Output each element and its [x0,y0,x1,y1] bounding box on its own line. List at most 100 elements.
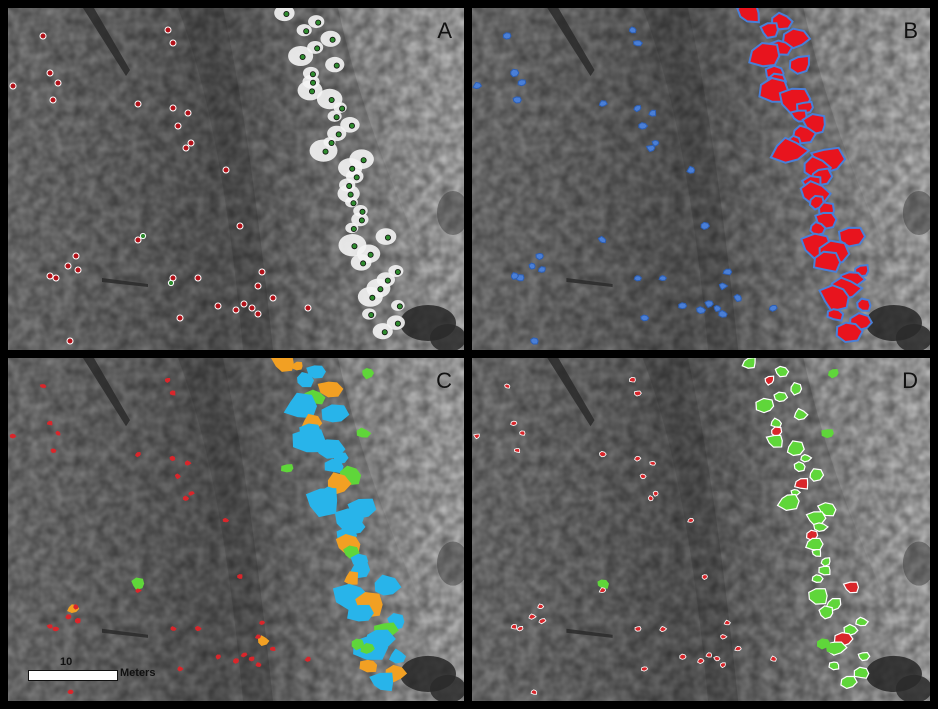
segmented-polygon-small [530,337,539,345]
point-marker-green [328,97,335,104]
segmented-polygon-small [538,266,546,273]
classified-polygon-red [304,656,311,662]
segmented-polygon-small [597,235,607,244]
terrain-scar [566,278,613,287]
classified-polygon-red [188,491,195,496]
evaluated-polygon-red [687,517,695,523]
classified-polygon-red [74,617,81,624]
terrain-rock [902,191,930,235]
panel-c-letter: C [436,368,452,393]
classified-polygon-red [46,624,53,629]
evaluated-polygon-red [516,626,524,632]
classified-polygon-red [269,646,276,652]
evaluated-polygon [809,468,825,482]
evaluated-polygon-red [723,619,731,626]
evaluated-polygon [818,565,831,576]
point-marker-green [339,105,346,112]
segmented-polygon-small [633,40,644,47]
evaluated-polygon-red [519,430,526,436]
point-marker-red [304,304,312,312]
classified-polygon-green [351,638,364,651]
segmented-polygon [781,27,812,50]
segmented-polygon-small [718,309,728,318]
evaluated-polygon [843,623,859,636]
classified-polygon-red [67,689,74,694]
evaluated-polygon-red [473,433,480,440]
segmented-polygon [759,22,779,39]
point-marker-red [182,144,190,152]
point-marker-red [169,39,177,47]
segmented-polygon-small [696,306,707,315]
point-marker-green [303,28,310,35]
classified-polygon [374,574,402,596]
classified-polygon-red [194,625,202,632]
point-marker-red [232,306,240,314]
classified-polygon-red [174,473,181,480]
segmented-polygon-small [472,81,483,90]
evaluated-polygon-red [634,455,642,462]
terrain-scar [102,628,148,638]
evaluated-polygon-red [697,657,705,665]
evaluated-polygon [808,588,828,605]
evaluated-polygon-red [633,390,642,397]
segmented-polygon-small [651,139,660,147]
evaluated-polygon [790,381,803,396]
classified-polygon-red [46,420,53,426]
point-marker-green [396,303,403,310]
evaluated-polygon-red [510,420,518,427]
segmented-polygon [826,308,845,322]
classified-polygon-orange [258,635,270,646]
terrain-scar [102,278,148,287]
point-marker-red [54,79,62,87]
classified-polygon-red [135,588,142,593]
classified-polygon-red [254,634,261,639]
segmented-polygon [748,41,781,68]
point-marker-green [315,19,322,26]
point-marker-green [139,232,147,240]
point-marker-green [322,148,329,155]
point-marker-red [254,310,262,318]
classified-polygon [306,365,326,379]
classified-polygon-red [50,448,57,453]
point-marker-green [377,286,384,293]
segmented-polygon-small [645,144,656,153]
terrain-rock [430,324,464,350]
segmented-polygon-small [628,26,637,34]
point-marker-green [314,45,321,52]
classified-polygon-red [233,658,239,664]
point-marker-green [353,174,360,181]
classified-polygon [359,659,378,673]
panel-c: C [8,358,464,701]
terrain-texture [8,8,464,350]
point-marker-green [167,279,175,287]
point-marker-green [350,200,357,207]
evaluated-polygon-green [821,429,834,439]
segmented-polygon-small [678,302,688,310]
point-marker-red [64,262,72,270]
evaluated-polygon [857,651,871,662]
evaluated-polygon [764,375,775,386]
segmented-polygon-small [638,122,649,130]
point-marker-green [310,79,317,86]
classified-polygon-red [184,460,192,466]
evaluated-polygon [811,574,824,583]
segmented-polygon-small [640,314,650,322]
classified-polygon [305,488,338,518]
segmented-polygon-small [502,32,512,40]
point-marker-green [350,225,357,232]
evaluated-polygon [793,477,809,490]
classified-polygon-red [39,384,47,389]
evaluated-polygon [828,661,840,671]
evaluated-polygon [840,675,858,690]
segmented-polygon-small [633,104,642,113]
classified-polygon-green [131,577,145,591]
point-marker-red [46,272,54,280]
point-marker-green [309,88,316,95]
segmented-polygon-small [510,272,520,280]
segmented-polygon-small [700,221,711,231]
point-marker-green [335,131,342,138]
classified-polygon-red [65,614,72,620]
point-marker-red [248,304,256,312]
panel-a-letter: A [437,18,452,43]
